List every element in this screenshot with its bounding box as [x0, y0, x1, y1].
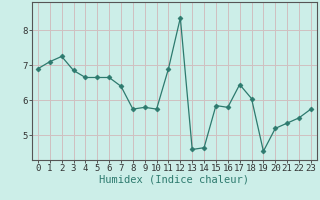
X-axis label: Humidex (Indice chaleur): Humidex (Indice chaleur) [100, 175, 249, 185]
